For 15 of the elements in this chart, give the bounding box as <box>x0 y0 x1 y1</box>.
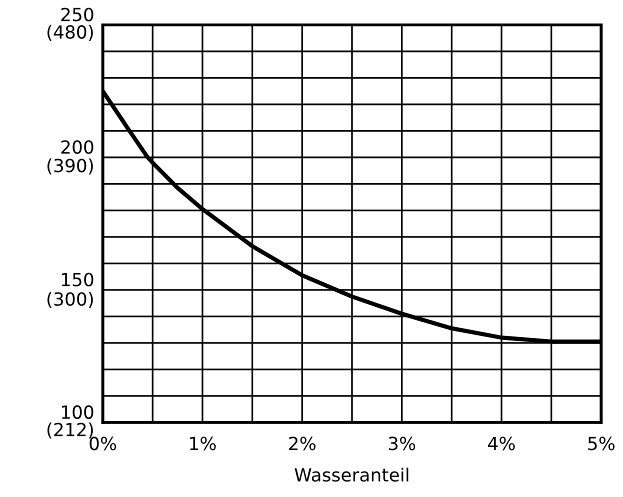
x-tick-label: 4% <box>488 436 515 450</box>
y-tick-label: 200 <box>61 140 94 154</box>
y2-tick-label: (300) <box>47 292 93 308</box>
x-tick-label: 3% <box>388 436 416 450</box>
x-tick-label: 0% <box>90 436 116 450</box>
y-tick-label: 250 <box>61 8 94 22</box>
y-tick-label: 100 <box>62 405 94 419</box>
y2-tick-label: (212) <box>47 422 93 439</box>
y-tick-label: 150 <box>62 272 94 286</box>
x-tick-label: 2% <box>289 436 316 450</box>
y2-tick-label: (480) <box>47 24 93 41</box>
x-tick-label: 1% <box>190 436 216 450</box>
y2-tick-label: (390) <box>47 158 93 174</box>
x-tick-label: 5% <box>588 436 615 450</box>
x-axis-title: Wasseranteil <box>294 468 408 482</box>
